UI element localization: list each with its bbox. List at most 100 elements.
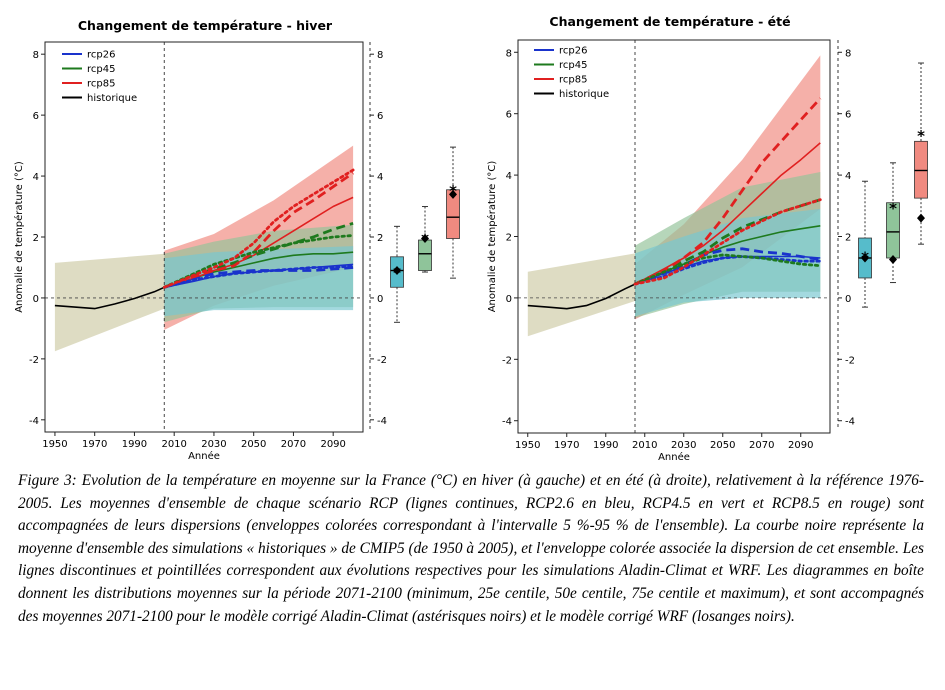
band-historique <box>527 253 635 337</box>
series-rcp45-dotted <box>162 234 355 289</box>
chart-winter: Changement de température - hiver -4 -2 0 2 4… <box>13 18 460 462</box>
x-tick-label: 1970 <box>554 440 579 451</box>
wrf-diamond-marker <box>393 266 401 276</box>
caption-line: relativement à la référence 1976-2005. L… <box>18 472 924 512</box>
legend-label-historique: historique <box>559 89 609 100</box>
right-tick-label: 6 <box>845 110 851 121</box>
right-tick-label: 0 <box>845 294 851 305</box>
x-tick-label: 2090 <box>788 440 813 451</box>
band-rcp26 <box>635 208 821 317</box>
series-rcp85-dotted <box>162 168 355 289</box>
wrf-diamond-marker <box>449 189 457 199</box>
band-rcp26 <box>164 246 354 317</box>
y-tick-label: -2 <box>29 355 39 366</box>
series-rcp85-dashed <box>163 171 354 289</box>
right-tick-label: 4 <box>845 171 851 182</box>
box-rcp85 <box>914 140 928 199</box>
y-tick-label: 6 <box>33 111 39 122</box>
caption-line: en bleu, RCP4.5 en vert et RCP8.5 en rou… <box>18 494 925 535</box>
right-tick-label: -2 <box>377 355 387 366</box>
x-tick-label: 2010 <box>161 439 186 450</box>
aladin-asterisk-marker: * <box>861 248 869 266</box>
right-tick-label: 2 <box>377 233 383 244</box>
series-rcp26-dashed <box>634 247 821 286</box>
y-tick-label: 8 <box>506 48 512 59</box>
aladin-asterisk-marker: * <box>421 231 429 249</box>
wrf-diamond-marker <box>917 213 925 223</box>
chart-title: Changement de température - été <box>549 14 790 29</box>
right-tick-label: 8 <box>377 50 383 61</box>
y-tick-label: 4 <box>33 172 39 183</box>
right-tick-label: -2 <box>845 355 855 366</box>
right-tick-label: 4 <box>377 172 383 183</box>
x-tick-label: 2010 <box>632 440 657 451</box>
y-tick-label: 4 <box>506 171 512 182</box>
chart-title: Changement de température - hiver <box>78 18 333 33</box>
y-tick-label: 8 <box>33 50 39 61</box>
wrf-diamond-marker <box>889 255 897 265</box>
caption-line: modèle corrigé Aladin-Climat (astérisque… <box>224 607 795 625</box>
x-tick-label: 2050 <box>710 440 735 451</box>
legend-label-rcp26: rcp26 <box>559 46 587 57</box>
caption-line: Aladin-Climat et WRF. Les diagrammes en … <box>18 562 924 602</box>
legend-label-rcp26: rcp26 <box>87 50 115 61</box>
caption-line: ensemble. Les lignes discontinues et poi… <box>18 539 924 580</box>
band-historique <box>54 253 165 352</box>
aladin-asterisk-marker: * <box>889 199 897 217</box>
right-tick-label: 6 <box>377 111 383 122</box>
wrf-diamond-marker <box>421 234 429 244</box>
figure: Changement de température - hiver -4 -2 0 2 4… <box>13 14 928 463</box>
caption-line: (minimum, 25e centile, 50e centile, 75e … <box>18 584 924 625</box>
caption-line: Figure 3: Evolution de la température en… <box>18 472 711 489</box>
x-axis-label: Année <box>658 451 690 463</box>
y-tick-label: 0 <box>33 294 39 305</box>
caption-line: simulations « historiques » de CMIP5 (de… <box>172 539 835 557</box>
figure-caption: Figure 3: Evolution de la température en… <box>18 470 924 628</box>
x-tick-label: 2050 <box>241 439 266 450</box>
y-tick-label: -2 <box>502 355 512 366</box>
series-rcp85-dashed <box>634 97 822 286</box>
wrf-diamond-marker <box>861 253 869 263</box>
x-tick-label: 2030 <box>671 440 696 451</box>
aladin-asterisk-marker: * <box>393 264 401 282</box>
right-tick-label: 0 <box>377 294 383 305</box>
legend-label-historique: historique <box>87 93 137 104</box>
right-tick-label: -4 <box>845 417 855 428</box>
right-tick-label: -4 <box>377 416 387 427</box>
legend-label-rcp85: rcp85 <box>559 75 587 86</box>
series-rcp85-dotted <box>633 198 822 286</box>
series-rcp85-solid <box>164 196 354 289</box>
aladin-asterisk-marker: * <box>917 127 925 145</box>
y-tick-label: 2 <box>506 233 512 244</box>
y-tick-label: -4 <box>502 417 512 428</box>
right-tick-label: 8 <box>845 48 851 59</box>
series-historique-solid <box>527 283 636 310</box>
legend-label-rcp45: rcp45 <box>87 64 115 75</box>
x-tick-label: 2070 <box>749 440 774 451</box>
y-axis-label: Anomalie de température (°C) <box>13 161 25 313</box>
series-rcp45-dotted <box>633 253 822 286</box>
x-tick-label: 1950 <box>515 440 540 451</box>
right-tick-label: 2 <box>845 233 851 244</box>
series-historique-solid <box>54 286 165 310</box>
series-rcp26-dotted <box>162 264 355 289</box>
x-tick-label: 1990 <box>122 439 147 450</box>
box-rcp85 <box>446 189 460 239</box>
legend-label-rcp45: rcp45 <box>559 60 587 71</box>
y-tick-label: 2 <box>33 233 39 244</box>
caption-line: correspondant à l'intervalle 5 %-95 % de… <box>18 517 925 557</box>
legend-label-rcp85: rcp85 <box>87 79 115 90</box>
chart-summer: Changement de température - été -4 -2 0 2 4 6 8… <box>486 14 928 463</box>
x-tick-label: 2090 <box>320 439 345 450</box>
x-tick-label: 1950 <box>42 439 67 450</box>
y-tick-label: 0 <box>506 294 512 305</box>
aladin-asterisk-marker: * <box>449 182 457 200</box>
x-tick-label: 1970 <box>82 439 107 450</box>
y-tick-label: 6 <box>506 110 512 121</box>
y-tick-label: -4 <box>29 416 39 427</box>
x-tick-label: 2030 <box>201 439 226 450</box>
x-tick-label: 1990 <box>593 440 618 451</box>
x-axis-label: Année <box>188 450 220 462</box>
y-axis-label: Anomalie de température (°C) <box>486 161 498 313</box>
x-tick-label: 2070 <box>281 439 306 450</box>
